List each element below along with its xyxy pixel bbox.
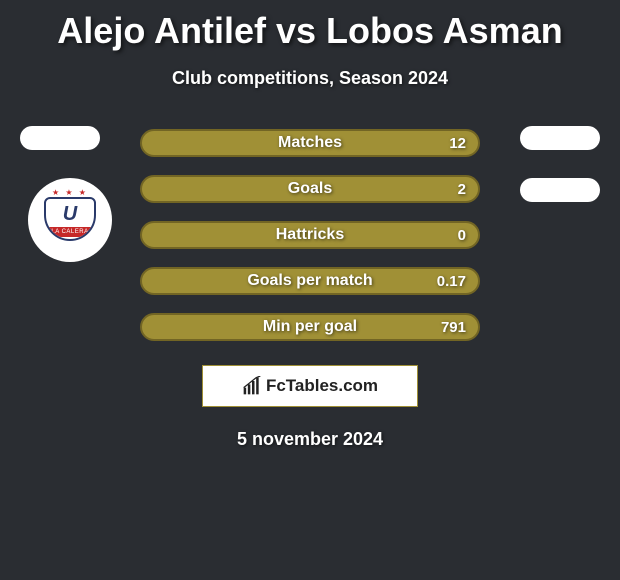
page-title: Alejo Antilef vs Lobos Asman <box>0 0 620 52</box>
stat-bar: Goals 2 <box>140 175 480 203</box>
stat-bar: Min per goal 791 <box>140 313 480 341</box>
stat-value: 0 <box>458 227 466 244</box>
stat-label: Goals <box>288 180 332 198</box>
fctables-logo-text: FcTables.com <box>266 376 378 396</box>
player2-pill-1 <box>520 126 600 150</box>
stat-bar: Goals per match 0.17 <box>140 267 480 295</box>
stat-label: Matches <box>278 134 342 152</box>
date: 5 november 2024 <box>0 429 620 450</box>
stat-value: 791 <box>441 319 466 336</box>
subtitle: Club competitions, Season 2024 <box>0 68 620 89</box>
fctables-logo[interactable]: FcTables.com <box>202 365 418 407</box>
bar-chart-icon <box>242 376 262 396</box>
stat-value: 2 <box>458 181 466 198</box>
badge-ribbon: LA CALERA <box>46 227 94 237</box>
badge-stars: ★ ★ ★ <box>38 188 102 197</box>
stat-label: Goals per match <box>247 272 372 290</box>
stat-bar: Hattricks 0 <box>140 221 480 249</box>
stat-label: Min per goal <box>263 318 357 336</box>
player1-pill-1 <box>20 126 100 150</box>
stat-value: 0.17 <box>437 273 466 290</box>
badge-shield: U LA CALERA <box>44 197 96 241</box>
stat-bar: Matches 12 <box>140 129 480 157</box>
player2-pill-2 <box>520 178 600 202</box>
stat-value: 12 <box>449 135 466 152</box>
team-badge: ★ ★ ★ U LA CALERA <box>28 178 112 262</box>
stat-label: Hattricks <box>276 226 344 244</box>
badge-letter: U <box>46 203 94 226</box>
team-badge-inner: ★ ★ ★ U LA CALERA <box>38 188 102 252</box>
